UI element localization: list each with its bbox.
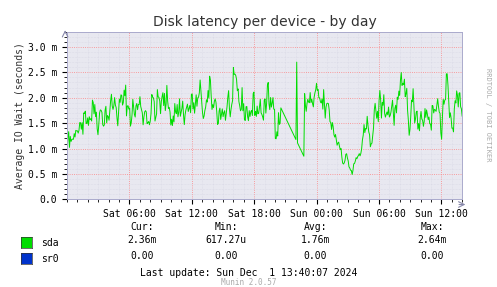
Text: 2.64m: 2.64m xyxy=(417,235,447,245)
Text: Cur:: Cur: xyxy=(130,222,154,232)
Text: Min:: Min: xyxy=(214,222,238,232)
Title: Disk latency per device - by day: Disk latency per device - by day xyxy=(153,15,377,29)
Text: RRDTOOL / TOBI OETIKER: RRDTOOL / TOBI OETIKER xyxy=(485,68,491,162)
Text: 0.00: 0.00 xyxy=(130,251,154,261)
Text: 0.00: 0.00 xyxy=(214,251,238,261)
Text: 1.76m: 1.76m xyxy=(301,235,331,245)
Text: Max:: Max: xyxy=(420,222,444,232)
Text: 2.36m: 2.36m xyxy=(127,235,157,245)
Text: sr0: sr0 xyxy=(41,254,58,264)
Text: Munin 2.0.57: Munin 2.0.57 xyxy=(221,278,276,287)
Text: 0.00: 0.00 xyxy=(304,251,328,261)
Text: 0.00: 0.00 xyxy=(420,251,444,261)
Text: 617.27u: 617.27u xyxy=(206,235,247,245)
Text: Last update: Sun Dec  1 13:40:07 2024: Last update: Sun Dec 1 13:40:07 2024 xyxy=(140,268,357,278)
Y-axis label: Average IO Wait (seconds): Average IO Wait (seconds) xyxy=(15,42,25,189)
Text: Avg:: Avg: xyxy=(304,222,328,232)
Text: sda: sda xyxy=(41,238,58,248)
